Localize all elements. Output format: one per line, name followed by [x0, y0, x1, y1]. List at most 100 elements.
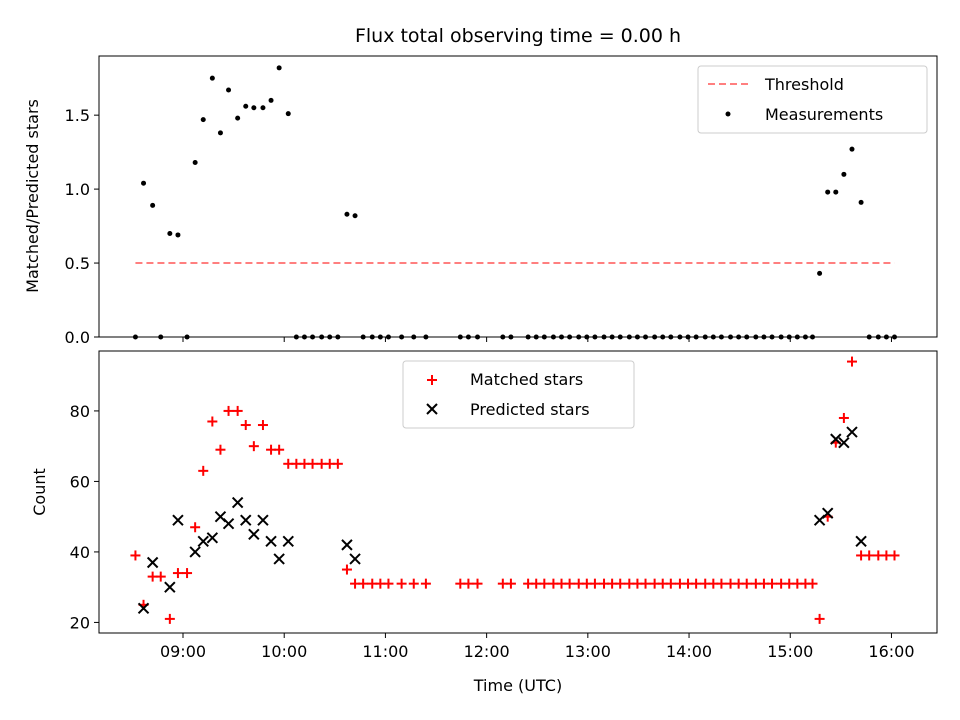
measurement-point-55 — [660, 334, 666, 340]
measurement-point-25 — [344, 211, 350, 217]
bottom-panel-counts: Count 20 40 60 80 09:00 10:00 11:00 12:00 13:00… — [30, 350, 938, 695]
matched-star-point-78 — [846, 356, 857, 367]
bottom-xtick-label-3: 12:00 — [464, 642, 510, 661]
predicted-star-point-23 — [855, 535, 867, 548]
measurement-point-15 — [260, 105, 266, 111]
matched-star-point-83 — [889, 550, 900, 561]
measurement-point-31 — [399, 334, 405, 340]
measurement-point-81 — [875, 334, 881, 340]
measurement-point-19 — [293, 334, 299, 340]
measurement-point-6 — [184, 334, 190, 340]
predicted-star-point-11 — [248, 528, 260, 541]
bottom-xtick-label-5: 14:00 — [666, 642, 712, 661]
measurement-point-78 — [849, 146, 855, 152]
matched-star-point-35 — [463, 578, 474, 589]
measurement-point-12 — [235, 115, 241, 121]
measurement-point-27 — [360, 334, 366, 340]
matched-star-point-36 — [472, 578, 483, 589]
top-panel-ylabel: Matched/Predicted stars — [23, 99, 42, 293]
matched-star-point-33 — [420, 578, 431, 589]
measurement-point-4 — [167, 230, 173, 236]
measurement-point-9 — [209, 75, 215, 81]
predicted-star-point-4 — [189, 546, 201, 558]
measurement-point-0 — [132, 334, 138, 340]
matched-star-point-44 — [564, 578, 575, 589]
predicted-star-point-10 — [240, 514, 252, 526]
measurement-point-70 — [786, 334, 792, 340]
bottom-panel-ylabel: Count — [30, 468, 49, 516]
matched-star-point-62 — [716, 578, 727, 589]
measurement-point-35 — [465, 334, 471, 340]
matched-star-point-4 — [164, 613, 175, 624]
matched-star-point-65 — [741, 578, 752, 589]
matched-star-point-50 — [615, 578, 626, 589]
predicted-star-point-5 — [197, 535, 209, 548]
measurement-point-30 — [385, 334, 391, 340]
predicted-star-point-3 — [172, 514, 184, 526]
predicted-star-point-1 — [146, 556, 159, 569]
bottom-xtick-label-7: 16:00 — [868, 642, 914, 661]
bottom-ytick-label-2: 60 — [70, 472, 90, 491]
matched-star-point-31 — [396, 578, 407, 589]
predicted-star-point-19 — [821, 507, 834, 519]
measurement-point-59 — [693, 334, 699, 340]
matched-star-point-13 — [240, 420, 251, 431]
measurement-point-36 — [475, 334, 481, 340]
matched-star-point-10 — [215, 444, 226, 455]
predicted-star-point-16 — [341, 539, 353, 551]
measurement-point-75 — [825, 189, 831, 195]
measurement-point-17 — [276, 65, 282, 71]
predicted-star-point-15 — [282, 535, 294, 548]
legend-threshold-label: Threshold — [764, 75, 844, 94]
measurement-point-62 — [718, 334, 724, 340]
matched-star-point-41 — [539, 578, 550, 589]
measurement-point-82 — [883, 334, 889, 340]
measurement-point-43 — [559, 334, 565, 340]
measurement-point-68 — [769, 334, 775, 340]
measurement-point-3 — [158, 334, 164, 340]
measurement-point-64 — [736, 334, 742, 340]
bottom-panel-frame — [98, 350, 938, 634]
matched-star-point-14 — [248, 441, 259, 452]
matched-star-point-53 — [640, 578, 651, 589]
measurement-point-74 — [817, 270, 823, 276]
measurement-point-38 — [508, 334, 514, 340]
measurement-point-53 — [643, 334, 649, 340]
measurement-point-26 — [352, 213, 358, 219]
matched-star-point-47 — [589, 578, 600, 589]
predicted-star-point-12 — [257, 514, 269, 526]
measurement-point-33 — [423, 334, 429, 340]
measurement-point-41 — [541, 334, 547, 340]
matched-star-point-21 — [307, 458, 318, 469]
measurement-point-44 — [567, 334, 573, 340]
measurement-point-2 — [150, 202, 156, 208]
top-legend-box — [697, 65, 928, 134]
measurement-point-21 — [310, 334, 316, 340]
measurement-point-13 — [243, 103, 249, 109]
matched-star-point-9 — [207, 416, 218, 427]
matched-star-point-6 — [182, 568, 193, 579]
measurement-point-77 — [841, 171, 847, 177]
matched-star-point-11 — [223, 405, 234, 416]
measurement-point-42 — [550, 334, 556, 340]
legend-predicted-swatch — [426, 403, 438, 415]
matched-star-point-68 — [767, 578, 778, 589]
matched-star-point-7 — [190, 522, 201, 533]
measurement-point-8 — [200, 117, 206, 123]
measurement-point-60 — [702, 334, 708, 340]
top-ytick-label-2: 1.0 — [65, 180, 90, 199]
predicted-star-point-13 — [265, 535, 277, 548]
measurement-point-28 — [369, 334, 375, 340]
measurement-point-83 — [891, 334, 897, 340]
bottom-legend: Matched stars Predicted stars — [402, 360, 635, 429]
measurement-point-48 — [601, 334, 607, 340]
matched-star-point-32 — [408, 578, 419, 589]
matched-star-point-25 — [341, 564, 352, 575]
predicted-star-point-9 — [231, 496, 244, 509]
measurement-point-57 — [677, 334, 683, 340]
bottom-xtick-label-6: 15:00 — [767, 642, 813, 661]
predicted-star-point-8 — [222, 518, 235, 530]
bottom-xtick-label-1: 10:00 — [261, 642, 307, 661]
predicted-star-point-22 — [846, 426, 858, 438]
measurement-point-5 — [175, 232, 181, 238]
